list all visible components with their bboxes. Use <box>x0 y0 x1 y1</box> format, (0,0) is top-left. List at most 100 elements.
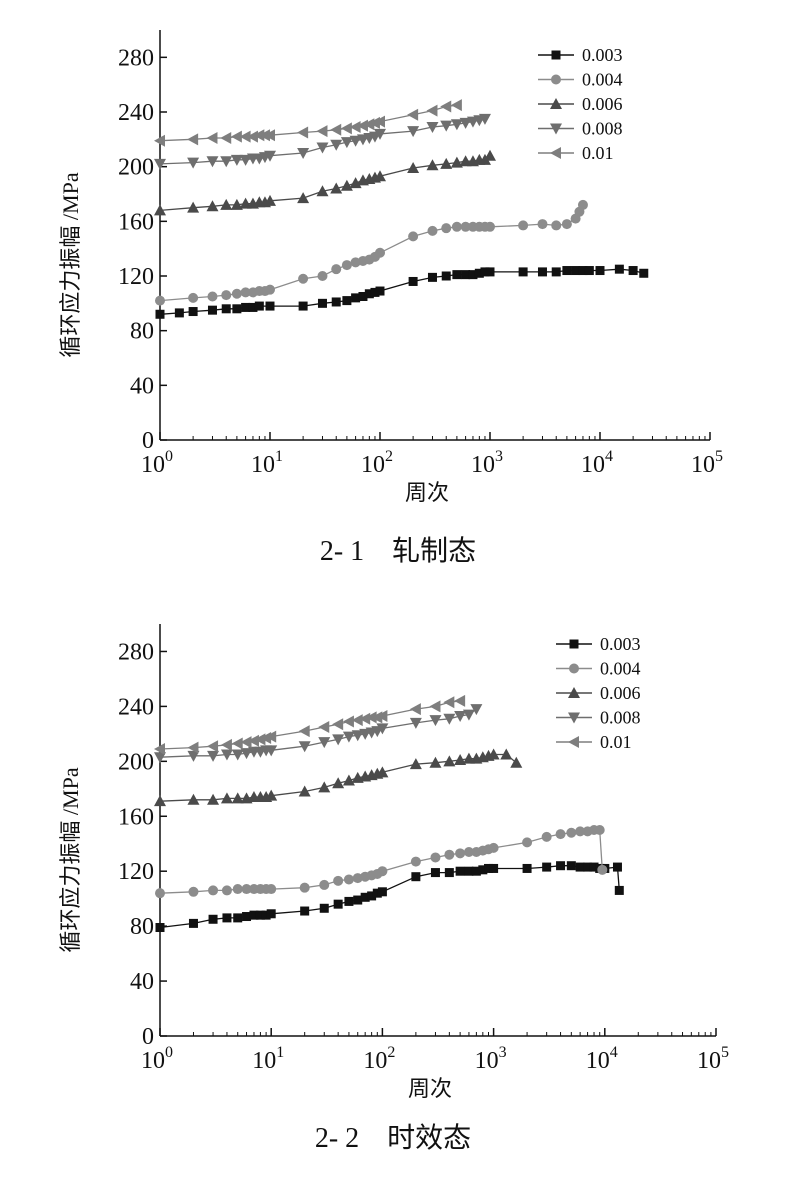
x-axis-title: 周次 <box>405 480 449 505</box>
data-point <box>430 868 440 878</box>
data-point <box>208 885 219 896</box>
data-point <box>298 741 311 753</box>
data-point <box>556 861 566 871</box>
data-point <box>342 774 355 786</box>
data-point <box>440 157 453 169</box>
data-point <box>487 748 500 760</box>
data-point <box>374 115 385 128</box>
x-tick-label: 102 <box>361 448 393 478</box>
data-point <box>220 156 233 168</box>
data-point <box>330 182 343 194</box>
legend-label: 0.008 <box>582 119 623 139</box>
series-0.003 <box>155 861 624 933</box>
data-point <box>239 154 252 166</box>
y-tick-label: 120 <box>118 859 154 885</box>
data-point <box>318 721 330 733</box>
data-point <box>408 276 418 286</box>
data-point <box>349 121 361 134</box>
data-point <box>461 270 471 280</box>
series-0.003 <box>155 264 649 319</box>
legend-label: 0.003 <box>582 45 623 65</box>
data-point <box>188 307 198 317</box>
data-point <box>154 752 166 764</box>
data-point <box>240 736 252 749</box>
data-point <box>220 131 232 144</box>
data-point <box>485 267 495 277</box>
data-point <box>255 910 265 920</box>
data-point <box>333 875 344 886</box>
data-point <box>247 734 259 747</box>
data-point <box>377 887 387 897</box>
data-point <box>578 266 588 276</box>
series-0.004 <box>155 199 588 306</box>
data-point <box>441 223 452 234</box>
data-point <box>220 738 232 751</box>
x-tick-label: 101 <box>252 1044 284 1074</box>
data-point <box>187 157 200 169</box>
data-point <box>478 113 491 125</box>
data-point <box>407 126 420 138</box>
legend-item: 0.01 <box>556 732 632 752</box>
data-point <box>485 221 495 232</box>
x-tick-label: 103 <box>475 1044 507 1074</box>
data-point <box>248 302 258 312</box>
data-point <box>207 740 219 753</box>
data-point <box>484 149 496 161</box>
data-point <box>207 750 220 762</box>
data-point <box>239 130 251 143</box>
data-point <box>454 711 467 723</box>
data-point <box>155 923 165 933</box>
data-point <box>331 297 341 307</box>
data-point <box>242 912 252 922</box>
data-point <box>330 123 342 136</box>
data-point <box>522 837 533 848</box>
data-point <box>342 715 354 728</box>
x-tick-label: 104 <box>581 448 613 478</box>
x-tick-label: 100 <box>141 1044 173 1074</box>
data-point <box>356 119 368 132</box>
data-point <box>440 120 453 132</box>
y-tick-label: 160 <box>118 804 154 830</box>
legend-marker <box>550 147 561 159</box>
legend-marker <box>568 736 579 748</box>
series-line <box>159 204 584 302</box>
data-point <box>188 918 198 928</box>
data-point <box>555 829 566 840</box>
data-point <box>316 142 329 154</box>
data-point <box>340 122 352 135</box>
data-point <box>264 129 275 142</box>
x-tick-label: 105 <box>691 448 723 478</box>
data-point <box>551 267 561 277</box>
data-point <box>376 723 389 735</box>
data-point <box>612 862 622 872</box>
data-point <box>206 156 219 168</box>
legend-marker <box>550 98 562 109</box>
data-point <box>241 884 252 895</box>
data-point <box>154 204 166 216</box>
legend-marker <box>568 687 580 698</box>
data-point <box>358 292 368 301</box>
data-point <box>426 104 438 117</box>
data-point <box>220 198 233 210</box>
legend-marker <box>551 74 561 85</box>
data-point <box>374 128 386 140</box>
data-point <box>266 884 277 895</box>
data-point <box>407 108 419 121</box>
legend-label: 0.006 <box>582 94 623 114</box>
data-point <box>332 734 345 746</box>
data-point <box>370 287 380 297</box>
legend-label: 0.01 <box>582 143 614 163</box>
data-point <box>332 777 345 789</box>
data-point <box>353 895 363 905</box>
data-point <box>349 135 362 147</box>
data-point <box>409 703 421 716</box>
data-point <box>231 737 243 750</box>
data-point <box>316 125 328 138</box>
data-point <box>155 309 165 319</box>
data-point <box>450 99 462 112</box>
data-point <box>154 742 165 755</box>
data-point <box>577 199 588 210</box>
legend-item: 0.01 <box>538 143 614 163</box>
data-point <box>300 906 310 916</box>
data-point <box>352 873 363 884</box>
